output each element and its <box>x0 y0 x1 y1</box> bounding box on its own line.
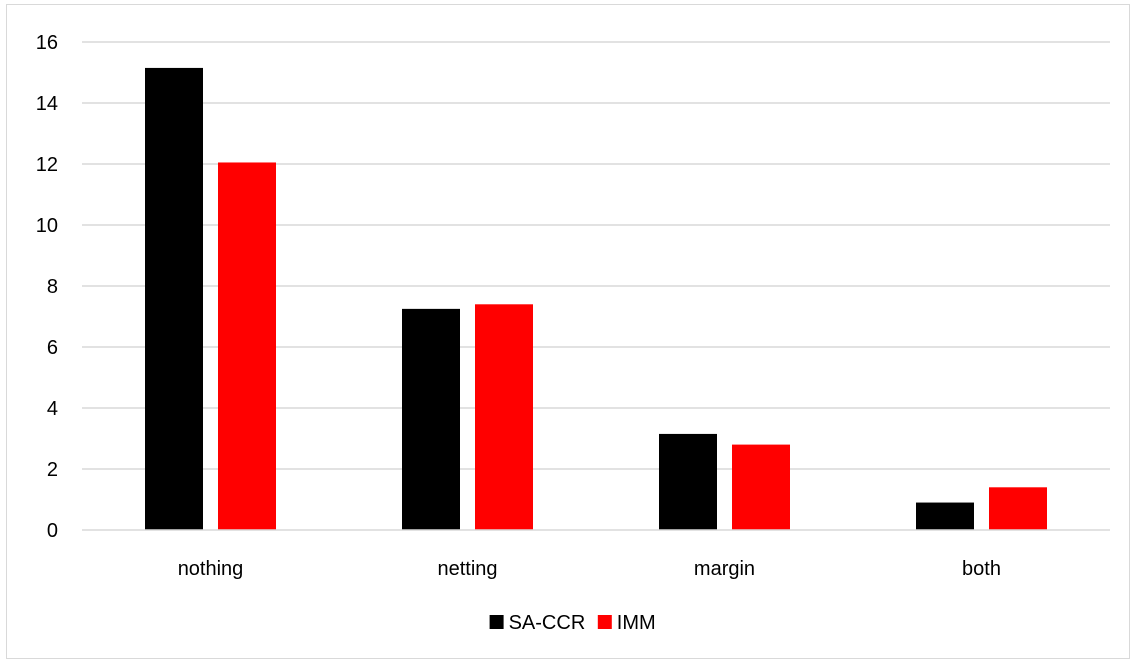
y-tick-label: 10 <box>36 215 58 237</box>
legend-swatch-sa-ccr <box>489 615 504 629</box>
bar-sa-ccr-margin <box>659 433 717 530</box>
y-tick-label: 0 <box>47 520 58 542</box>
bar-imm-nothing <box>218 162 276 530</box>
y-tick-label: 14 <box>36 93 58 115</box>
bar-sa-ccr-nothing <box>145 67 203 531</box>
y-axis-ticks: 0 2 4 6 8 10 12 14 16 <box>36 32 58 542</box>
y-tick-label: 16 <box>36 32 58 54</box>
legend: SA-CCR IMM <box>489 612 656 634</box>
y-tick-label: 8 <box>47 276 58 298</box>
bar-imm-both <box>989 487 1047 530</box>
legend-label: IMM <box>617 612 656 634</box>
bar-imm-margin <box>732 444 790 530</box>
x-tick-label: both <box>962 558 1001 580</box>
y-tick-label: 12 <box>36 154 58 176</box>
bar-sa-ccr-both <box>916 502 974 530</box>
legend-swatch-imm <box>597 615 612 629</box>
y-tick-label: 4 <box>47 398 58 420</box>
bar-imm-netting <box>475 304 533 530</box>
bar-sa-ccr-netting <box>402 308 460 530</box>
y-tick-label: 2 <box>47 459 58 481</box>
x-tick-label: margin <box>694 558 755 580</box>
legend-label: SA-CCR <box>509 612 586 634</box>
x-axis-ticks: nothing netting margin both <box>178 558 1001 580</box>
bars <box>145 67 1047 531</box>
y-tick-label: 6 <box>47 337 58 359</box>
x-tick-label: netting <box>437 558 497 580</box>
x-tick-label: nothing <box>178 558 244 580</box>
